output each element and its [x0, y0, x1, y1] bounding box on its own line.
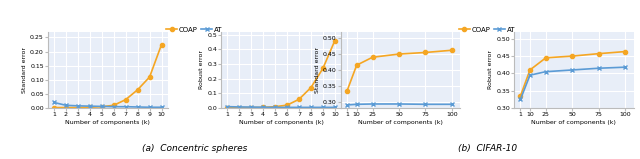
AT [50, 101, 58, 103]
X-axis label: Number of components (k): Number of components (k) [531, 120, 616, 125]
Y-axis label: Robust error: Robust error [200, 50, 204, 90]
Line: COAP: COAP [52, 42, 164, 110]
COAP [157, 44, 165, 45]
X-axis label: Number of components (k): Number of components (k) [65, 120, 150, 125]
Legend: COAP, AT: COAP, AT [456, 24, 518, 36]
Line: AT: AT [52, 100, 164, 109]
AT [157, 106, 165, 108]
COAP [74, 107, 82, 108]
Y-axis label: Robust error: Robust error [488, 50, 493, 90]
COAP [146, 76, 154, 78]
Y-axis label: Standard error: Standard error [315, 47, 320, 93]
X-axis label: Number of components (k): Number of components (k) [358, 120, 443, 125]
AT [122, 106, 129, 108]
AT [98, 105, 106, 107]
Text: (a)  Concentric spheres: (a) Concentric spheres [141, 144, 247, 153]
Text: (b)  CIFAR-10: (b) CIFAR-10 [458, 144, 516, 153]
COAP [98, 106, 106, 108]
COAP [50, 107, 58, 108]
AT [134, 106, 141, 108]
COAP [134, 89, 141, 91]
AT [62, 104, 70, 106]
COAP [122, 99, 129, 101]
COAP [86, 106, 93, 108]
X-axis label: Number of components (k): Number of components (k) [239, 120, 323, 125]
AT [74, 105, 82, 107]
COAP [62, 107, 70, 108]
AT [86, 105, 93, 107]
AT [110, 106, 118, 108]
COAP [110, 104, 118, 106]
Legend: COAP, AT: COAP, AT [164, 24, 225, 36]
Y-axis label: Standard error: Standard error [22, 47, 28, 93]
AT [146, 106, 154, 108]
